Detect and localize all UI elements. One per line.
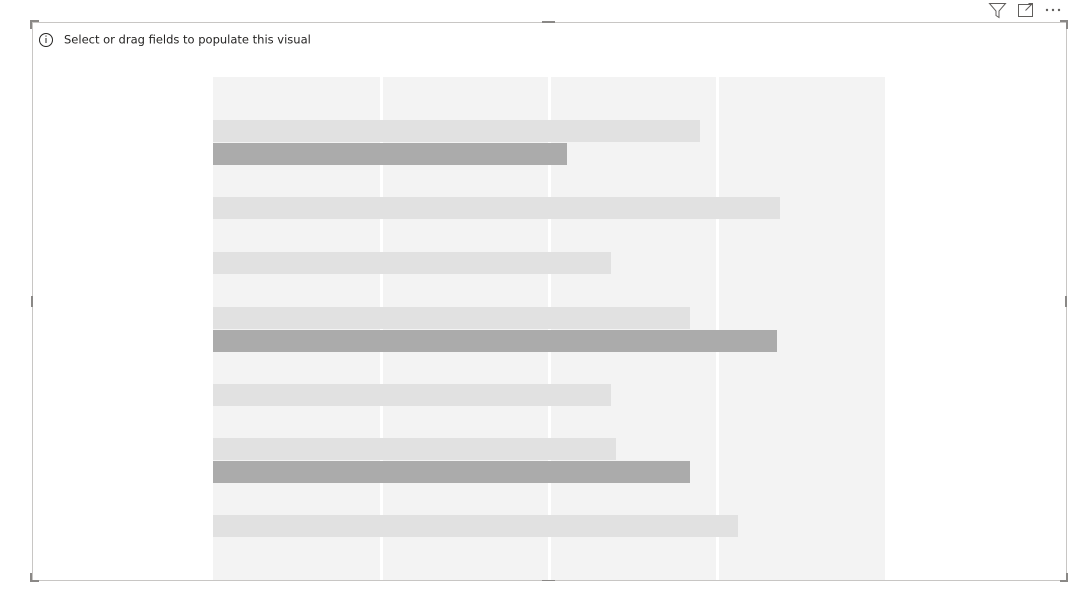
- placeholder-chart: [213, 77, 885, 580]
- filter-icon[interactable]: [988, 3, 1007, 19]
- placeholder-message: Select or drag fields to populate this v…: [64, 33, 311, 47]
- more-options-icon[interactable]: [1045, 8, 1061, 12]
- info-icon: [39, 33, 53, 47]
- focus-mode-icon[interactable]: [1018, 3, 1033, 17]
